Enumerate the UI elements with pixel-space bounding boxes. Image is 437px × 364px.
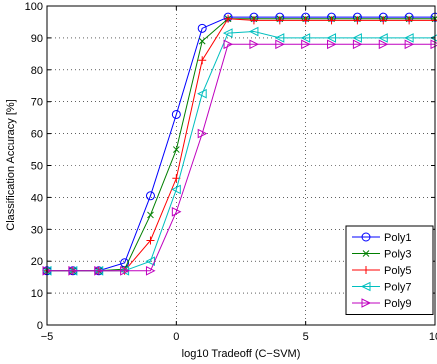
data-point [223,39,234,50]
legend-label: Poly1 [384,232,412,244]
legend-item: Poly1 [352,232,412,244]
legend-item: Poly9 [352,298,412,310]
data-point [197,23,207,33]
x-tick-label: 10 [429,331,437,343]
data-point [197,88,207,99]
y-tick-label: 10 [31,288,43,300]
x-axis-label: log10 Tradeoff (C−SVM) [182,348,301,360]
legend-label: Poly3 [384,249,412,261]
data-point [378,39,389,50]
x-tick-label: 5 [303,331,309,343]
data-point [222,28,233,38]
data-point [404,33,414,43]
y-tick-label: 90 [31,33,43,45]
y-tick-label: 80 [31,65,43,77]
series-line [47,18,435,272]
series-layer [41,12,437,276]
y-tick-label: 20 [31,256,43,268]
x-tick-label: 0 [173,331,179,343]
data-point [224,14,233,23]
data-point [248,26,259,37]
data-point [301,16,310,25]
series-line [47,16,435,272]
data-point [352,39,363,50]
data-point [171,109,181,119]
data-point [360,281,371,292]
grid [47,6,435,325]
data-point [145,265,156,276]
ticks: −505100102030405060708090100 [25,1,437,343]
data-point [171,206,182,217]
series-line [47,43,435,272]
data-point [249,39,260,50]
legend-item: Poly3 [352,249,412,261]
data-point [198,37,206,45]
y-tick-label: 100 [25,1,43,13]
data-point [353,16,362,25]
legend-label: Poly9 [384,298,412,310]
data-point [361,232,371,242]
data-point [274,33,285,43]
y-tick-label: 0 [37,320,43,332]
y-tick-label: 40 [31,192,43,204]
data-point [300,33,311,43]
data-point [327,39,337,50]
data-point [147,211,154,219]
x-tick-label: −5 [41,331,54,343]
data-point [378,33,388,43]
y-tick-label: 30 [31,224,43,236]
data-point [198,56,207,65]
legend-label: Poly7 [384,282,412,294]
data-point [172,146,180,153]
y-tick-label: 60 [31,129,43,141]
data-point [404,39,415,50]
data-point [249,16,258,25]
y-tick-label: 50 [31,161,43,173]
data-point [275,39,285,50]
y-tick-label: 70 [31,97,43,109]
data-point [405,16,414,25]
data-point [275,16,284,25]
y-axis-label: Classification Accuracy [%] [5,99,17,230]
data-point [197,128,208,139]
legend-label: Poly5 [384,265,412,277]
legend-item: Poly5 [352,265,412,277]
data-point [362,250,370,257]
data-point [379,16,388,25]
data-point [361,298,372,308]
data-point [120,265,130,276]
series-poly9 [42,39,437,276]
legend-item: Poly7 [352,282,412,294]
data-point [68,265,78,276]
data-point [171,184,181,195]
data-point [301,39,311,50]
data-point [326,33,337,43]
legend: Poly1 Poly3 Poly5 Poly7 Poly9 [345,225,434,315]
data-point [146,236,155,245]
data-point [145,191,155,201]
data-point [94,265,104,276]
data-point [352,33,362,43]
data-point [327,16,336,25]
data-point [362,266,370,274]
